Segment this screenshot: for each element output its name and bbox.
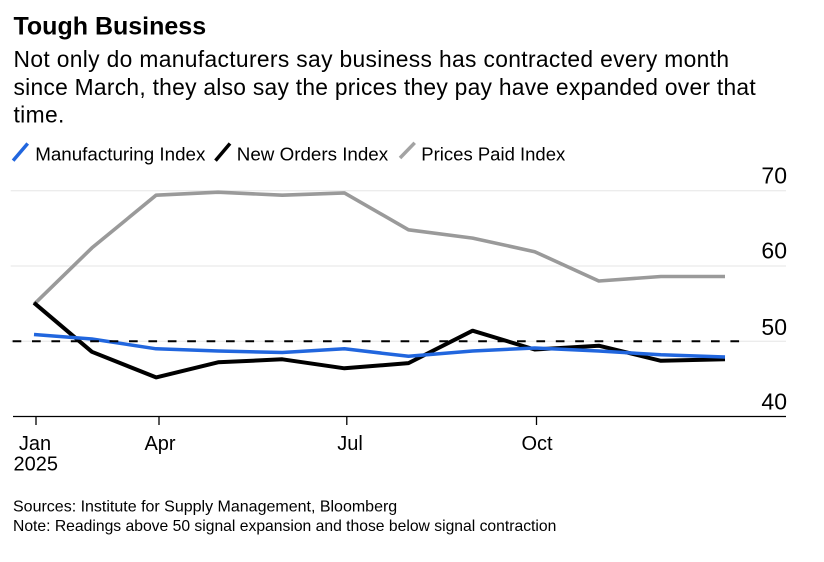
svg-text:Jul: Jul: [337, 433, 363, 455]
svg-text:70: 70: [761, 163, 787, 189]
svg-text:New Orders Index: New Orders Index: [237, 144, 389, 165]
svg-text:50: 50: [761, 314, 787, 340]
svg-text:Tough Business: Tough Business: [14, 13, 207, 41]
svg-text:Sources: Institute for Supply: Sources: Institute for Supply Management…: [13, 499, 397, 516]
svg-text:40: 40: [761, 389, 787, 415]
svg-text:Jan: Jan: [19, 433, 51, 455]
svg-text:Oct: Oct: [521, 433, 553, 455]
svg-text:Prices Paid Index: Prices Paid Index: [421, 144, 566, 165]
svg-text:Manufacturing Index: Manufacturing Index: [35, 144, 206, 165]
svg-text:Apr: Apr: [144, 433, 175, 455]
svg-text:2025: 2025: [14, 454, 59, 476]
svg-text:Not only do manufacturers say: Not only do manufacturers say business h…: [14, 46, 730, 72]
svg-text:time.: time.: [14, 102, 65, 128]
svg-text:since March, they also say the: since March, they also say the prices th…: [14, 74, 757, 100]
svg-text:Note: Readings above 50 signal: Note: Readings above 50 signal expansion…: [13, 518, 556, 535]
svg-text:60: 60: [761, 238, 787, 264]
